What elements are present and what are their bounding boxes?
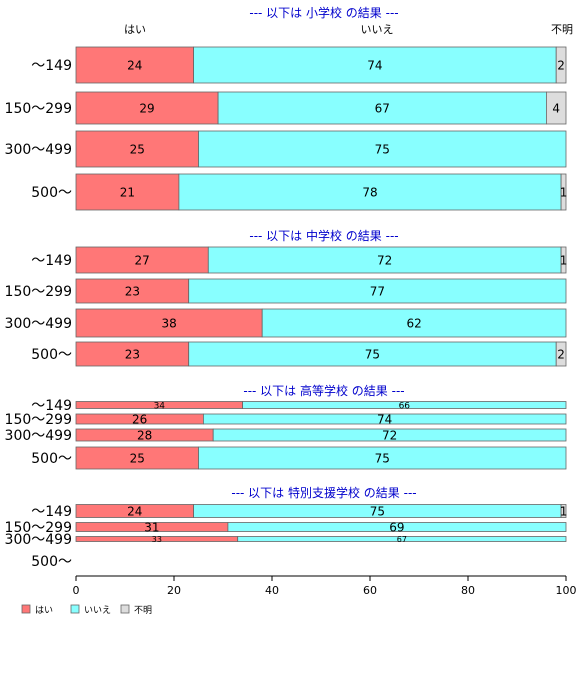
x-tick-label: 20 [167, 584, 181, 597]
bar-segment-yes [75, 341, 190, 367]
legend-swatch-unknown [120, 604, 130, 614]
category-label: 300～499 [5, 532, 72, 548]
chart-title: --- 以下は 小学校 の結果 --- [249, 5, 398, 20]
category-label: 500～ [31, 554, 72, 570]
data-label-no: 78 [362, 186, 377, 200]
bar-segment-unknown [560, 246, 567, 274]
bar-segment-no [188, 341, 557, 367]
data-label-no: 72 [377, 254, 392, 268]
data-label-yes: 28 [137, 429, 152, 443]
bar-segment-yes [75, 278, 190, 304]
data-label-yes: 31 [144, 521, 159, 535]
bar-segment-unknown [555, 341, 567, 367]
data-label-unknown: 2 [557, 348, 565, 362]
bar-segment-unknown [555, 46, 567, 84]
bar-segment-yes [75, 173, 180, 211]
bar-segment-no [242, 401, 567, 409]
data-label-yes: 25 [130, 452, 145, 466]
bar-segment-no [261, 308, 567, 338]
bar-segment-yes [75, 46, 194, 84]
data-label-yes: 21 [120, 186, 135, 200]
category-label: 150～299 [5, 412, 72, 428]
data-label-yes: 23 [125, 348, 140, 362]
data-label-no: 75 [375, 452, 390, 466]
data-label-no: 75 [375, 143, 390, 157]
bar-segment-no [188, 278, 567, 304]
legend-swatch-no [70, 604, 80, 614]
data-label-no: 77 [370, 285, 385, 299]
data-label-yes: 25 [130, 143, 145, 157]
category-label: ～149 [31, 504, 72, 520]
data-label-no: 74 [367, 59, 382, 73]
category-label: 500～ [31, 347, 72, 363]
bar-segment-unknown [546, 91, 567, 125]
data-label-yes: 38 [161, 317, 176, 331]
data-label-yes: 27 [135, 254, 150, 268]
category-label: 150～299 [5, 101, 72, 117]
bar-segment-no [227, 522, 567, 532]
category-label: 300～499 [5, 142, 72, 158]
column-label-unknown: 不明 [551, 23, 573, 36]
bar-segment-yes [75, 130, 199, 168]
column-label-no: いいえ [361, 23, 394, 36]
x-tick-label: 100 [556, 584, 577, 597]
bar-segment-no [193, 46, 557, 84]
data-label-unknown: 4 [552, 102, 560, 116]
chart-title: --- 以下は 特別支援学校 の結果 --- [231, 485, 416, 500]
data-label-yes: 33 [152, 535, 162, 544]
category-label: 300～499 [5, 428, 72, 444]
bar-segment-no [237, 536, 567, 542]
legend-swatch-yes [21, 604, 31, 614]
data-label-no: 69 [389, 521, 404, 535]
data-label-yes: 24 [127, 59, 142, 73]
data-label-yes: 34 [154, 401, 166, 411]
category-label: 500～ [31, 451, 72, 467]
category-label: 150～299 [5, 284, 72, 300]
legend-label-no: いいえ [84, 605, 111, 616]
category-label: ～149 [31, 58, 72, 74]
data-label-no: 75 [365, 348, 380, 362]
bar-segment-no [198, 130, 567, 168]
bar-segment-no [198, 446, 567, 470]
column-label-yes: はい [124, 23, 146, 36]
data-label-no: 74 [377, 413, 392, 427]
data-label-yes: 26 [132, 413, 147, 427]
bar-segment-no [178, 173, 562, 211]
bar-segment-no [212, 428, 567, 442]
bar-segment-unknown [560, 504, 567, 518]
data-label-no: 75 [370, 505, 385, 519]
bar-segment-unknown [560, 173, 567, 211]
data-label-no: 67 [397, 535, 407, 544]
data-label-yes: 23 [125, 285, 140, 299]
data-label-no: 62 [406, 317, 421, 331]
category-label: 300～499 [5, 316, 72, 332]
chart-title: --- 以下は 中学校 の結果 --- [249, 228, 398, 243]
data-label-unknown: 2 [557, 59, 565, 73]
data-label-no: 67 [375, 102, 390, 116]
bar-segment-no [202, 413, 567, 425]
data-label-no: 66 [399, 401, 411, 411]
data-label-unknown: 1 [560, 186, 568, 200]
category-label: 150～299 [5, 520, 72, 536]
data-label-yes: 29 [139, 102, 154, 116]
bar-segment-yes [75, 246, 209, 274]
chart-title: --- 以下は 高等学校 の結果 --- [243, 383, 404, 398]
bar-segment-yes [75, 308, 263, 338]
bar-segment-no [207, 246, 562, 274]
data-label-unknown: 1 [560, 505, 568, 519]
x-tick-label: 60 [363, 584, 377, 597]
data-label-unknown: 1 [560, 254, 568, 268]
category-label: ～149 [31, 253, 72, 269]
data-label-yes: 24 [127, 505, 142, 519]
legend-label-unknown: 不明 [134, 605, 152, 616]
x-tick-label: 40 [265, 584, 279, 597]
x-tick-label: 0 [73, 584, 80, 597]
x-tick-label: 80 [461, 584, 475, 597]
category-label: 500～ [31, 185, 72, 201]
category-label: ～149 [31, 398, 72, 414]
data-label-no: 72 [382, 429, 397, 443]
legend-label-yes: はい [35, 605, 53, 616]
